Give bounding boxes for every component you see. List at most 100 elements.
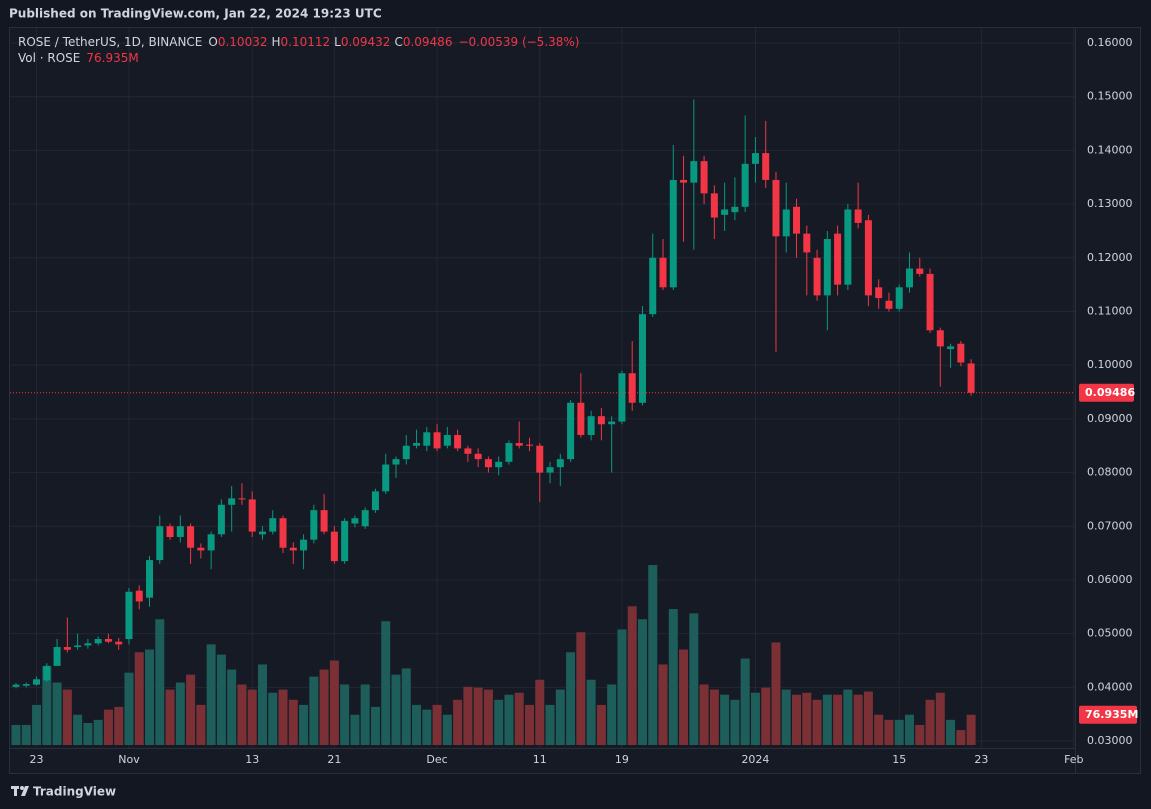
volume-bar (62, 689, 72, 745)
volume-bar (699, 684, 709, 745)
brand-name: TradingView (33, 785, 116, 799)
candle-body (258, 531, 266, 535)
volume-bar (679, 649, 689, 745)
volume-bar (278, 689, 288, 745)
candle-body (279, 518, 287, 548)
volume-bar (309, 676, 319, 745)
candle-body (916, 268, 924, 274)
y-tick-label: 0.16000 (1087, 36, 1133, 49)
volume-bar (83, 722, 93, 745)
volume-bar (555, 689, 565, 745)
axes-layer: 0.03000 0.04000 0.05000 0.06000 0.07000 0.080… (10, 36, 1138, 766)
symbol: ROSE / TetherUS, 1D, BINANCE (18, 35, 202, 49)
candle-body (94, 639, 102, 644)
volume-bar (730, 699, 740, 745)
candle-body (115, 641, 123, 645)
volume-bar (689, 613, 699, 745)
volume-bar (504, 694, 514, 745)
candle-body (577, 402, 585, 435)
x-tick-label: 11 (533, 753, 547, 766)
x-tick-label: Dec (426, 753, 447, 766)
candle-body (104, 639, 112, 642)
volume-bar (381, 621, 391, 745)
candle-body (731, 206, 739, 213)
volume-bar (648, 565, 658, 745)
candle-body (423, 432, 431, 446)
candle-body (351, 518, 359, 524)
last-price-label: 0.09486 (1085, 386, 1135, 399)
volume-bar (432, 704, 442, 745)
volume-bar (576, 632, 586, 745)
candle-body (823, 239, 831, 296)
x-tick-label: 23 (30, 753, 44, 766)
volume-bar (237, 684, 247, 745)
x-tick-label: 19 (615, 753, 629, 766)
last-volume-tag (1079, 705, 1137, 724)
x-tick-label: 15 (892, 753, 906, 766)
y-tick-label: 0.06000 (1087, 573, 1133, 586)
volume-bar (463, 686, 473, 745)
candle-body (947, 346, 955, 350)
volume-bar (956, 730, 966, 745)
candle-body (146, 560, 154, 598)
candle-body (228, 498, 236, 505)
volume-bar (792, 694, 802, 745)
candle-body (526, 444, 533, 446)
volume-bar (668, 609, 678, 745)
volume-bar (227, 669, 237, 745)
volume-bar (268, 692, 278, 745)
low-value: 0.09432 (341, 35, 391, 49)
volume-bar (453, 699, 463, 745)
candle-body (782, 209, 790, 237)
y-tick-label: 0.14000 (1087, 143, 1133, 156)
y-tick-label: 0.10000 (1087, 358, 1133, 371)
volume-bar (740, 658, 750, 745)
volume-bar (915, 724, 925, 745)
volume-bar (42, 666, 52, 745)
volume-bar (186, 674, 196, 745)
y-tick-label: 0.09000 (1087, 412, 1133, 425)
candle-body (546, 467, 554, 473)
volume-bar (627, 606, 637, 745)
candle-body (690, 161, 698, 183)
candle-body (803, 233, 811, 253)
volume-bar (196, 704, 206, 745)
logo-part (14, 786, 17, 796)
volume-bar (833, 694, 843, 745)
candle-body (926, 273, 934, 331)
candle-body (248, 499, 256, 532)
volume-bar (165, 689, 175, 745)
volume-bar (874, 714, 884, 745)
candle-body (43, 665, 51, 681)
candle-body (813, 257, 821, 296)
candle-body (53, 647, 61, 666)
candle-body (864, 220, 872, 296)
last-volume-label: 76.935M (1085, 708, 1138, 721)
volume-bar (607, 684, 617, 745)
volume-bar (894, 719, 904, 745)
volume-bar (884, 719, 894, 745)
open-value: 0.10032 (218, 35, 268, 49)
volume-value: 76.935M (86, 51, 138, 65)
candle-body (484, 459, 492, 468)
volume-bar (822, 694, 832, 745)
volume-bar (853, 694, 863, 745)
volume-bar (93, 719, 103, 745)
volume-bar (340, 684, 350, 745)
candle-body (495, 461, 503, 468)
candle-body (382, 464, 390, 492)
candle-body (474, 453, 482, 460)
volume-bar (155, 619, 165, 745)
candle-body (751, 153, 759, 164)
candle-body (310, 510, 318, 540)
candle-body (156, 526, 164, 561)
volume-bar (247, 689, 257, 745)
candle-body (22, 684, 30, 686)
candle-body (443, 434, 451, 446)
candle-body (207, 534, 215, 551)
x-tick-label: 23 (974, 753, 988, 766)
volume-bar (299, 704, 309, 745)
candle-body (905, 268, 913, 288)
volume-bar (494, 699, 504, 745)
